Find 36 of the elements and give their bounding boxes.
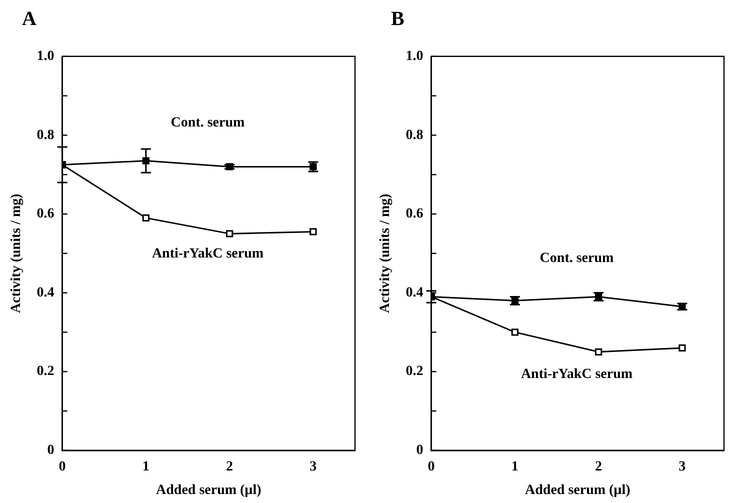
text: Cont. serum <box>170 115 246 130</box>
point <box>226 230 234 238</box>
x-tick-label: 0 <box>58 459 66 474</box>
y-tick-label: 1.0 <box>406 49 424 64</box>
y-tick-label: 0.4 <box>406 285 424 300</box>
y-tick-label: 0.8 <box>406 128 424 143</box>
point <box>310 228 317 236</box>
point <box>511 328 519 336</box>
x-tick-label: 3 <box>310 459 317 474</box>
point <box>678 344 686 352</box>
y-tick-label: 0 <box>416 443 424 458</box>
x-tick-label: 2 <box>595 459 602 474</box>
series-label: Anti-rYakC serum <box>152 246 264 262</box>
y-tick-label: 1.0 <box>36 49 54 64</box>
y-tick-label: 0.2 <box>406 364 424 380</box>
x-axis-title: Added serum (µl) <box>525 483 631 498</box>
chart-title: B <box>391 8 404 31</box>
point <box>594 348 602 356</box>
x-axis-title: Added serum (µl) <box>156 483 262 498</box>
y-tick-label: 0.6 <box>406 206 424 222</box>
y-tick-label: 0.6 <box>36 206 54 222</box>
x-tick-label: 0 <box>428 459 435 474</box>
y-axis-title: Activity (units / mg) <box>378 193 394 314</box>
x-tick-label: 1 <box>142 459 150 474</box>
x-tick-label: 1 <box>511 459 518 474</box>
y-tick-label: 0.4 <box>36 285 54 300</box>
x-tick-label: 3 <box>678 459 686 474</box>
y-axis-title: Activity (units / mg) <box>9 193 24 314</box>
y-tick-label: 0.8 <box>36 128 54 143</box>
text: Cont. serum <box>540 250 614 266</box>
x-tick-label: 2 <box>226 459 234 474</box>
chart-title: A <box>22 8 36 31</box>
point <box>142 214 150 222</box>
series-label: Anti-rYakC serum <box>520 366 633 382</box>
y-tick-label: 0 <box>47 443 54 458</box>
y-tick-label: 0.2 <box>36 364 54 380</box>
